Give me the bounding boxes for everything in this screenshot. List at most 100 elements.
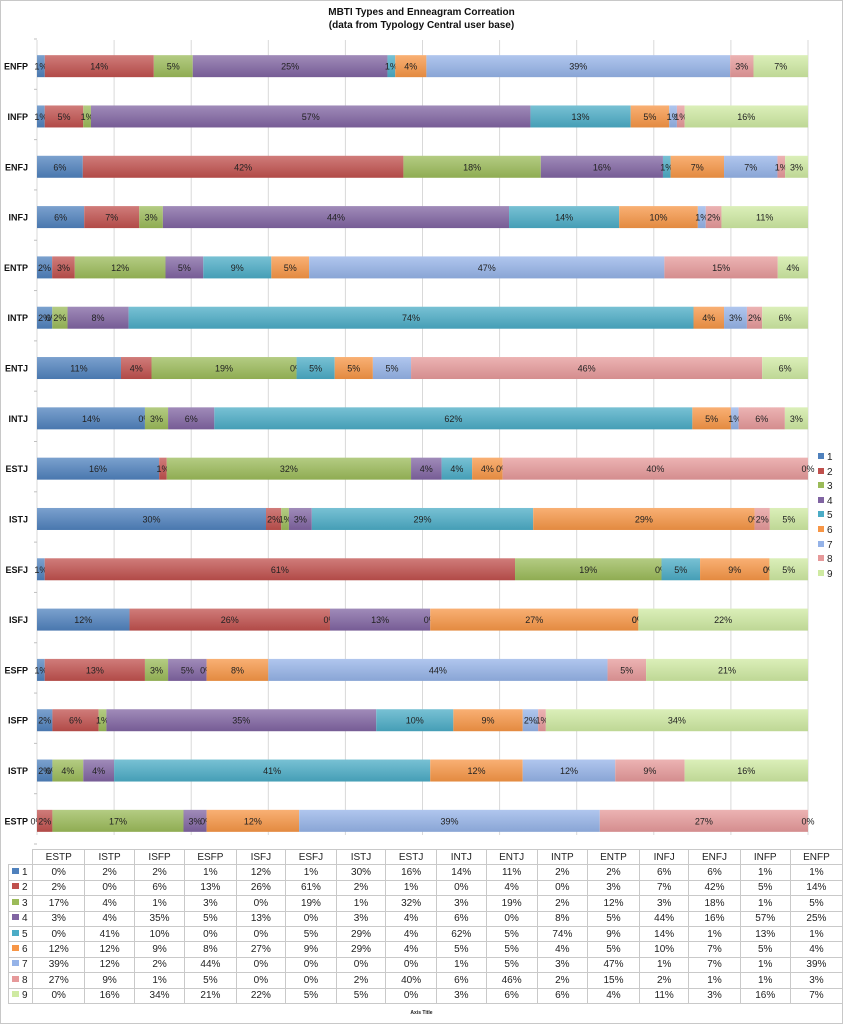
table-row-header: 5 bbox=[7, 925, 34, 943]
data-label: 11% bbox=[756, 213, 773, 223]
category-label: ENTP bbox=[4, 263, 28, 273]
table-cell: 14% bbox=[789, 879, 843, 897]
data-label: 3% bbox=[150, 414, 163, 424]
bar-segment bbox=[777, 256, 808, 279]
bar-segment bbox=[661, 558, 701, 581]
data-label: 3% bbox=[150, 665, 163, 675]
data-label: 5% bbox=[385, 364, 398, 374]
table-cell: 1% bbox=[638, 956, 690, 974]
category-label: ESTP bbox=[4, 816, 28, 826]
table-cell: 27% bbox=[32, 972, 86, 989]
table-cell: 9% bbox=[586, 925, 640, 943]
bar-segment bbox=[785, 155, 808, 178]
data-label: 1% bbox=[695, 213, 708, 223]
bar-segment bbox=[37, 759, 53, 782]
bar-segment bbox=[129, 608, 330, 631]
bar-segment bbox=[52, 809, 184, 832]
table-cell: 47% bbox=[586, 956, 640, 974]
bar-segment bbox=[664, 256, 778, 279]
bar-segment bbox=[638, 608, 808, 631]
table-cell: 12% bbox=[84, 956, 136, 974]
table-cell: 6% bbox=[134, 879, 186, 897]
data-label: 16% bbox=[593, 162, 611, 172]
data-label: 6% bbox=[755, 414, 768, 424]
bar-row-esfj: 1%61%19%0%5%9%0%0%5% bbox=[34, 558, 808, 581]
chart-subtitle: (data from Typology Central user base) bbox=[328, 20, 515, 31]
bar-segment bbox=[74, 256, 166, 279]
bar-segment bbox=[37, 457, 160, 480]
table-cell: 0% bbox=[235, 972, 286, 989]
bar-segment bbox=[144, 407, 169, 430]
legend-label: 2 bbox=[827, 466, 833, 478]
data-label: 18% bbox=[463, 162, 481, 172]
series-name: 6 bbox=[22, 944, 28, 956]
data-label: 34% bbox=[668, 716, 686, 726]
data-label: 5% bbox=[782, 514, 795, 524]
legend-item: 3 bbox=[818, 480, 833, 495]
bar-segment bbox=[777, 155, 786, 178]
data-label: 4% bbox=[420, 464, 433, 474]
data-label: 13% bbox=[572, 112, 590, 122]
table-column-header: ESFP bbox=[184, 848, 237, 866]
data-label: 11% bbox=[70, 364, 87, 374]
data-label: 1% bbox=[667, 112, 680, 122]
data-label: 3% bbox=[145, 213, 158, 223]
bar-segment bbox=[769, 507, 808, 530]
data-label: 1% bbox=[81, 112, 94, 122]
legend-label: 9 bbox=[827, 568, 833, 580]
series-name: 9 bbox=[22, 990, 28, 1002]
table-cell: 7% bbox=[688, 941, 741, 958]
data-label: 9% bbox=[643, 766, 656, 776]
bar-segment bbox=[472, 457, 503, 480]
bar-segment bbox=[426, 55, 731, 78]
table-cell: 6% bbox=[436, 972, 487, 989]
bar-segment bbox=[153, 55, 193, 78]
table-cell: 8% bbox=[536, 910, 588, 927]
legend-item: 1 bbox=[818, 451, 833, 466]
category-label: INFJ bbox=[8, 213, 28, 223]
data-label: 2% bbox=[38, 313, 51, 323]
data-label: 7% bbox=[691, 162, 704, 172]
data-label: 12% bbox=[244, 816, 262, 826]
legend-swatch bbox=[818, 569, 824, 576]
data-label: 16% bbox=[737, 112, 755, 122]
data-label: 12% bbox=[74, 615, 92, 625]
table-cell: 5% bbox=[586, 910, 640, 927]
bar-segment bbox=[376, 709, 454, 732]
table-cell: 3% bbox=[688, 987, 741, 1004]
bar-segment bbox=[738, 407, 785, 430]
data-label: 5% bbox=[57, 112, 70, 122]
data-label: 5% bbox=[347, 364, 360, 374]
data-label: 4% bbox=[92, 766, 105, 776]
table-column-header: INTJ bbox=[436, 848, 487, 866]
table-column-header: INTP bbox=[536, 848, 588, 866]
bar-row-intj: 14%0%3%6%62%5%1%6%3% bbox=[37, 407, 808, 430]
data-label: 7% bbox=[105, 213, 118, 223]
table-cell: 5% bbox=[184, 910, 237, 927]
data-label: 3% bbox=[790, 162, 803, 172]
table-cell: 12% bbox=[235, 864, 286, 881]
data-label: 2% bbox=[267, 514, 280, 524]
bar-segment bbox=[37, 809, 53, 832]
table-cell: 1% bbox=[134, 972, 186, 989]
table-cell: 0% bbox=[32, 987, 86, 1004]
bar-segment bbox=[676, 105, 685, 128]
table-cell: 7% bbox=[789, 987, 843, 1004]
bar-segment bbox=[266, 507, 282, 530]
table-cell: 11% bbox=[485, 864, 538, 881]
bar-segment bbox=[44, 55, 154, 78]
data-label: 1% bbox=[34, 112, 47, 122]
bar-segment bbox=[441, 457, 473, 480]
table-cell: 9% bbox=[134, 941, 186, 958]
bar-row-infp: 1% 5% 1% 57% 13% 5% 1%1% 16% bbox=[34, 105, 808, 128]
category-label: ISFJ bbox=[9, 615, 28, 625]
table-row-header: 8 bbox=[7, 972, 34, 989]
category-label: INTP bbox=[7, 313, 28, 323]
bar-segment bbox=[37, 206, 85, 229]
bar-segment bbox=[724, 155, 778, 178]
series-name: 8 bbox=[22, 974, 28, 986]
bar-segment bbox=[769, 558, 808, 581]
bar-segment bbox=[52, 256, 75, 279]
table-cell: 2% bbox=[335, 879, 387, 897]
table-column-header: ENTJ bbox=[485, 848, 538, 866]
